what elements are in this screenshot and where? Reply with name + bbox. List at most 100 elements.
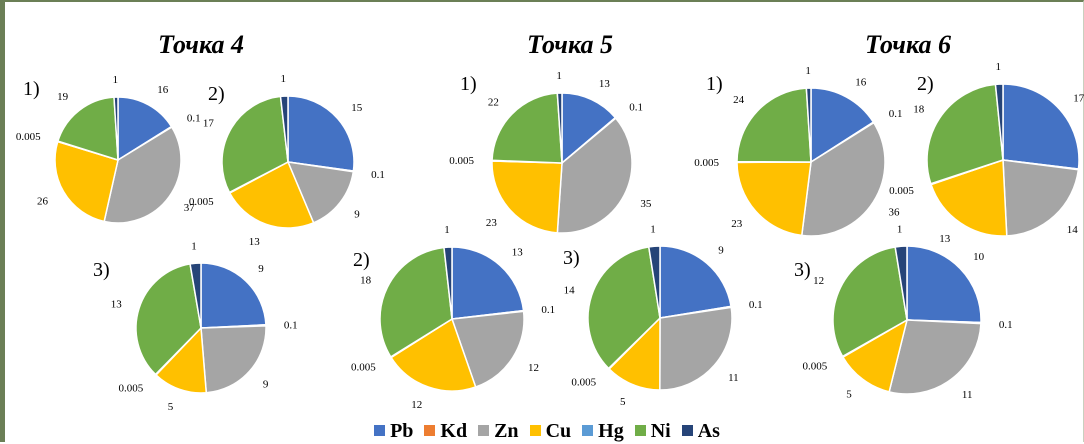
- data-label-p6-1-ni: 24: [733, 94, 745, 106]
- legend-swatch: [478, 425, 490, 436]
- data-label-p6-1-zn: 36: [889, 207, 901, 219]
- pie-slice-p5-1-ni: [491, 92, 563, 164]
- data-label-p6-2-pb: 17: [1073, 93, 1084, 105]
- data-label-p4-1-hg: 0.005: [16, 131, 41, 143]
- legend-item-zn: Zn: [478, 420, 519, 442]
- data-label-p4-1-pb: 16: [157, 84, 169, 96]
- legend-label: Ni: [650, 420, 671, 442]
- legend-item-kd: Kd: [424, 420, 467, 442]
- data-label-p4-1-cu: 26: [37, 196, 49, 208]
- data-label-p4-3-kd: 0.1: [284, 320, 298, 332]
- data-label-p6-1-as: 1: [805, 65, 811, 77]
- data-label-p4-2-zn: 9: [354, 209, 360, 221]
- data-label-p5-1-zn: 35: [640, 198, 652, 210]
- pie-slice-p6-2-zn: [1002, 159, 1080, 237]
- pie-slice-p5-1-cu: [491, 160, 563, 234]
- panel-label-p5-2: 2): [353, 249, 370, 271]
- data-label-p5-3-pb: 9: [718, 244, 724, 256]
- pie-slice-p5-3-pb: [659, 245, 732, 319]
- data-label-p5-1-as: 1: [556, 70, 562, 82]
- legend-item-as: As: [681, 420, 720, 442]
- data-label-p6-3-zn: 11: [962, 389, 973, 401]
- panel-label-p6-2: 2): [917, 73, 934, 95]
- panel-label-p6-3: 3): [794, 259, 811, 281]
- data-label-p5-2-cu: 12: [411, 399, 422, 411]
- pie-slice-p5-3-ni: [587, 246, 661, 370]
- pie-slice-p6-1-zn: [800, 121, 886, 237]
- pie-slice-p5-3-as: [647, 245, 661, 319]
- data-label-p4-3-as: 1: [191, 240, 197, 252]
- data-label-p6-1-kd: 0.1: [889, 108, 903, 120]
- data-label-p5-3-zn: 11: [728, 372, 739, 384]
- data-label-p5-2-pb: 13: [512, 247, 524, 259]
- pie-slice-p6-3-ni: [832, 246, 908, 358]
- pie-slice-p6-2-cu: [930, 158, 1008, 237]
- pie-chart-p4-3: 9 0.1 9 5 0.005 13 1: [111, 240, 298, 413]
- panel-label-p4-1: 1): [23, 78, 40, 100]
- data-label-p5-1-cu: 23: [486, 217, 498, 229]
- data-label-p6-2-cu: 13: [939, 233, 951, 245]
- legend-label: As: [697, 420, 720, 442]
- pie-slice-p4-1-cu: [54, 140, 119, 223]
- pie-slice-p4-2-pb: [287, 95, 355, 172]
- data-label-p5-1-kd: 0.1: [629, 101, 643, 113]
- data-label-p5-3-ni: 14: [564, 285, 576, 297]
- pie-slice-p5-1-as: [556, 92, 563, 164]
- data-label-p6-3-as: 1: [897, 223, 903, 235]
- data-label-p5-2-hg: 0.005: [351, 362, 376, 374]
- legend: Pb Kd Zn Cu Hg Ni As: [5, 420, 1084, 442]
- pie-chart-p6-3: 10 0.1 11 5 0.005 12 1: [802, 223, 1012, 401]
- legend-swatch: [424, 425, 436, 436]
- panel-label-p5-3: 3): [563, 247, 580, 269]
- data-label-p4-2-kd: 0.1: [371, 169, 385, 181]
- pie-slice-p4-3-as: [189, 262, 202, 329]
- data-label-p4-1-ni: 19: [57, 91, 69, 103]
- pie-slice-p6-3-zn: [888, 319, 982, 395]
- pie-slice-p5-2-cu: [390, 317, 477, 392]
- data-label-p5-2-kd: 0.1: [541, 304, 555, 316]
- pie-chart-p6-1: 16 0.1 36 23 0.005 24 1: [694, 65, 903, 237]
- title-point-5: Точка 5: [527, 30, 613, 59]
- panel-label-p4-2: 2): [208, 83, 225, 105]
- pie-slice-p4-1-pb: [117, 96, 173, 162]
- pie-slice-p5-1-pb: [561, 92, 617, 165]
- title-point-6: Точка 6: [865, 30, 951, 59]
- data-label-p5-1-pb: 13: [599, 78, 611, 90]
- legend-swatch: [681, 425, 693, 436]
- pie-chart-p4-1: 16 0.1 37 26 0.005 19 1: [16, 74, 201, 224]
- pie-slice-p6-3-pb: [906, 245, 982, 324]
- pie-slice-p6-1-cu: [736, 161, 812, 237]
- legend-swatch: [634, 425, 646, 436]
- data-label-p5-2-zn: 12: [528, 362, 539, 374]
- pie-slice-p5-3-zn: [659, 306, 733, 391]
- pie-chart-p6-2: 17 0.1 14 13 0.005 18 1: [889, 61, 1084, 245]
- legend-label: Kd: [440, 420, 468, 442]
- data-label-p6-3-ni: 12: [813, 275, 824, 287]
- pie-slice-p5-2-as: [443, 246, 453, 320]
- title-point-4: Точка 4: [158, 30, 244, 59]
- pie-chart-p5-2: 13 0.1 12 12 0.005 18 1: [351, 224, 555, 411]
- pie-slice-p6-1-ni: [736, 87, 812, 163]
- legend-swatch: [529, 425, 541, 436]
- pie-slice-p6-2-pb: [1002, 83, 1080, 170]
- data-label-p4-2-cu: 13: [249, 236, 261, 248]
- legend-swatch: [582, 425, 594, 436]
- data-label-p6-1-cu: 23: [731, 218, 743, 230]
- pie-chart-p5-3: 9 0.1 11 5 0.005 14 1: [564, 223, 763, 408]
- pie-slice-p4-3-zn: [200, 325, 267, 394]
- pie-slice-p6-1-as: [805, 87, 812, 163]
- data-label-p6-3-hg: 0.005: [802, 361, 827, 373]
- pie-slice-p4-1-zn: [103, 126, 182, 224]
- data-label-p4-1-kd: 0.1: [187, 112, 201, 124]
- charts-canvas: 160.137260.005191150.19130.00517190.1950…: [16, 61, 1084, 413]
- legend-item-cu: Cu: [529, 420, 571, 442]
- pie-slice-p6-3-as: [894, 245, 908, 321]
- pie-slice-p6-2-ni: [926, 83, 1004, 185]
- pie-slice-p6-1-pb: [810, 87, 875, 164]
- legend-item-ni: Ni: [634, 420, 671, 442]
- data-label-p4-1-as: 1: [113, 74, 119, 86]
- data-label-p4-2-hg: 0.005: [189, 196, 214, 208]
- panel-label-p5-1: 1): [460, 73, 477, 95]
- data-label-p4-3-hg: 0.005: [119, 383, 144, 395]
